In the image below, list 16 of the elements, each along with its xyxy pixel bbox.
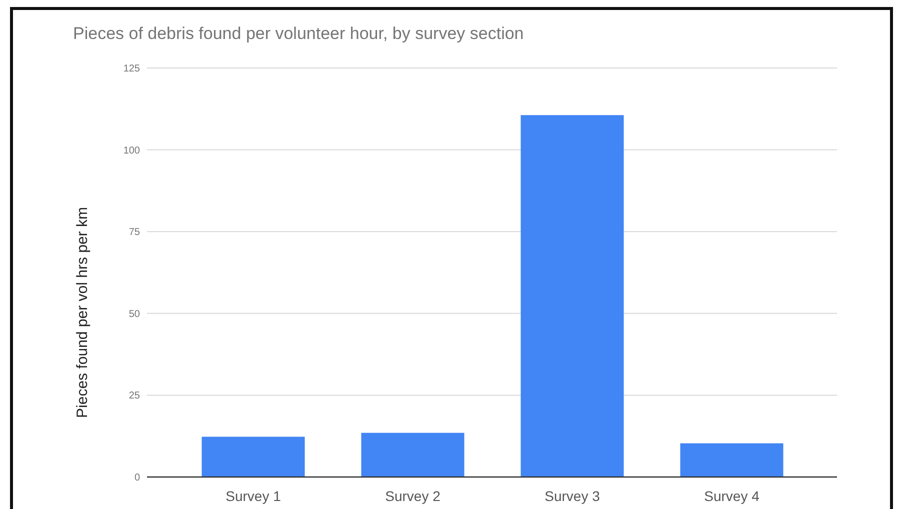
y-tick-label: 100 [123, 145, 140, 156]
chart-title: Pieces of debris found per volunteer hour, by survey section [73, 24, 524, 43]
y-tick-label: 125 [123, 64, 140, 74]
bar [680, 443, 784, 477]
bar [361, 432, 464, 477]
x-tick-label: Survey 1 [226, 488, 282, 504]
y-tick-label: 50 [128, 308, 140, 320]
y-axis-title: Pieces found per vol hrs per km [74, 207, 91, 418]
bar [520, 115, 624, 477]
x-tick-label: Survey 3 [544, 488, 600, 504]
x-tick-label: Survey 2 [385, 488, 441, 504]
bar [202, 436, 305, 477]
y-tick-label: 25 [128, 390, 140, 402]
y-tick-label: 0 [134, 472, 140, 484]
x-tick-label: Survey 4 [704, 488, 760, 504]
y-tick-label: 75 [128, 227, 140, 238]
